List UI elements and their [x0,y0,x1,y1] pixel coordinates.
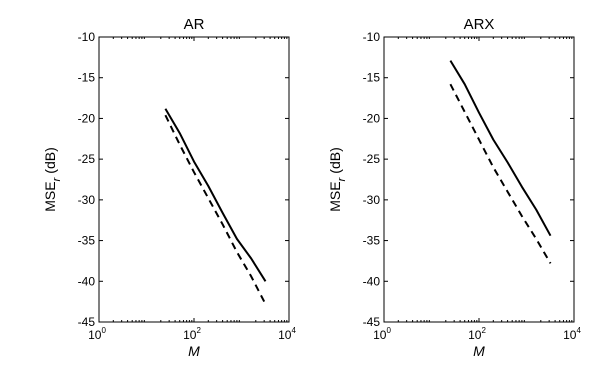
x-tick-base: 10 [373,328,387,342]
y-tick-label: -40 [78,274,96,288]
x-tick-label: 100 [373,326,391,342]
series-line-dashed [164,114,267,305]
x-tick-base: 10 [88,328,102,342]
series-line-solid [164,108,267,282]
y-label-main: MSE [327,181,343,211]
y-axis-label: MSEr (dB) [42,147,63,211]
x-tick-label: 102 [468,326,486,342]
y-tick-label: -15 [78,71,96,85]
y-tick-label: -40 [363,274,381,288]
x-tick-exponent: 2 [481,326,486,335]
x-tick-label: 104 [563,326,581,342]
y-label-subscript: r [51,176,63,181]
y-tick-label: -30 [78,193,96,207]
y-tick-label: -25 [363,152,381,166]
y-tick-label: -10 [363,30,381,44]
x-tick-label: 100 [88,326,106,342]
x-tick-exponent: 4 [291,326,296,335]
y-tick-label: -35 [78,234,96,248]
axes-frame [98,36,290,323]
chart-title: ARX [464,16,495,33]
x-tick-exponent: 0 [101,326,106,335]
y-tick-label: -45 [363,315,381,329]
y-tick-label: -15 [363,71,381,85]
chart-title: AR [184,16,205,33]
y-axis-label: MSEr (dB) [327,147,348,211]
y-tick-label: -20 [363,111,381,125]
y-label-subscript: r [336,176,348,181]
x-tick-exponent: 2 [196,326,201,335]
x-tick-base: 10 [468,328,482,342]
y-tick-label: -10 [78,30,96,44]
x-axis-label: M [473,343,485,359]
x-axis-label: M [188,343,200,359]
y-tick-label: -45 [78,315,96,329]
y-tick-label: -20 [78,111,96,125]
y-label-main: MSE [42,181,58,211]
y-label-unit: (dB) [327,147,343,173]
x-tick-label: 104 [278,326,296,342]
y-tick-label: -30 [363,193,381,207]
axes-frame [383,36,575,323]
x-tick-exponent: 0 [386,326,391,335]
x-tick-base: 10 [563,328,577,342]
x-tick-label: 102 [183,326,201,342]
series-line-dashed [449,83,552,264]
y-tick-label: -25 [78,152,96,166]
y-tick-label: -35 [363,234,381,248]
series-line-solid [449,60,552,237]
x-tick-exponent: 4 [576,326,581,335]
x-tick-base: 10 [183,328,197,342]
y-label-unit: (dB) [42,147,58,173]
x-tick-base: 10 [278,328,292,342]
